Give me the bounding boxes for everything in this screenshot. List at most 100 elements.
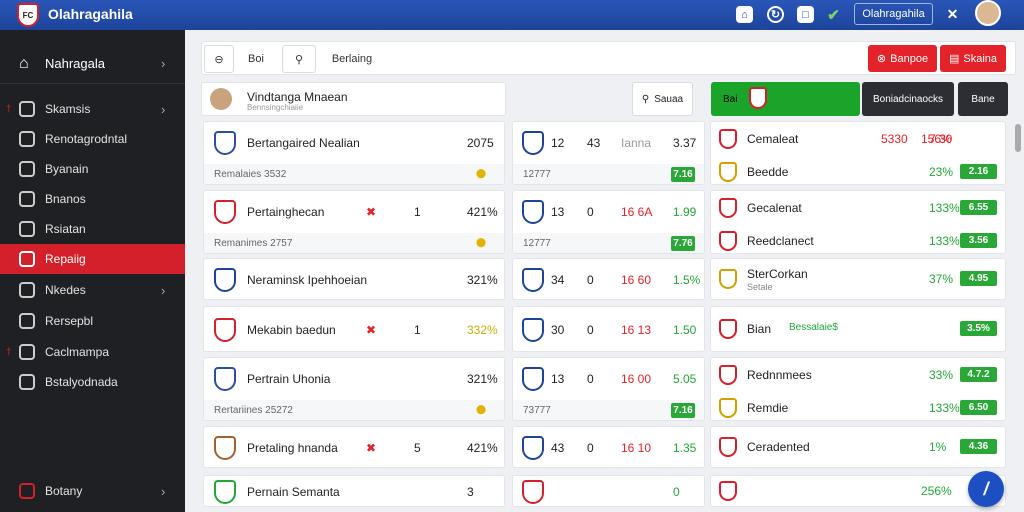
odds-subtext: 73777 [523,405,551,416]
stats-pill[interactable]: 4.7.2 [960,367,997,382]
stats-v3: 133% [929,201,960,215]
stats-row[interactable]: Rednnmees 33% 4.7.2 [711,357,1005,393]
sidebar-footer[interactable]: Botany › [0,476,185,506]
flag-icon: † [6,103,12,115]
account-button[interactable]: Olahragahila [854,3,933,25]
team-row[interactable]: Bertangaired Nealian 2075 [204,122,504,164]
stats-v2: 7.30 [929,132,953,146]
odds-row[interactable]: 12 43 Ianna 3.37 [513,122,704,164]
home-icon[interactable]: ⌂ [736,6,753,23]
team-card-col1[interactable]: Bertangaired Nealian 2075 Remalaies 3532 ⬤ [203,121,505,185]
search-icon: ⚲ [641,93,650,105]
bird-icon[interactable]: ✔ [827,6,840,24]
sidebar-item[interactable]: Bnanos [0,184,185,214]
stats-row[interactable]: Ceradented 1% 4.36 [711,426,1005,468]
sidebar-item[interactable]: Skamsis † › [0,94,185,124]
odds-card[interactable]: 12 43 Ianna 3.37 12777 7.16 [512,121,705,185]
stats-tag: Bessalaie$ [789,322,838,333]
odds-card[interactable]: 13 0 16 00 5.05 73777 7.16 [512,357,705,421]
dark-tab-1[interactable]: Boniadcinaocks [862,82,954,116]
team-card-col1[interactable]: Neraminsk Ipehhoeian 321% [203,258,505,300]
team-row[interactable]: Mekabin baedun 1 ✖ 332% [204,307,504,351]
team-row[interactable]: Pretaling hnanda 5 ✖ 421% [204,427,504,467]
sidebar-item[interactable]: Caclmampa † [0,337,185,367]
stats-pill[interactable]: 4.95 [960,271,997,286]
team-name: Pertrain Uhonia [247,372,331,386]
odds-row[interactable]: 34 0 16 60 1.5% [513,259,704,299]
avatar[interactable] [975,0,1001,26]
action-button-1[interactable]: ⊗ Banpoe [868,45,937,72]
stats-row[interactable]: SterCorkan Setale 37% 4.95 [711,258,1005,300]
stats-pill[interactable]: 3.5% [960,321,997,336]
stats-card[interactable] [710,426,1006,468]
team-row[interactable]: Pertrain Uhonia 321% [204,358,504,400]
search-button[interactable]: ⚲ Sauaa [632,82,693,116]
sidebar-header[interactable]: ⌂ Nahragala › [0,44,185,84]
stats-card[interactable] [710,190,1006,254]
stats-card[interactable] [710,121,1006,185]
team-card-col1[interactable]: Pretaling hnanda 5 ✖ 421% [203,426,505,468]
team-card-col1[interactable]: Pertainghecan 1 ✖ 421% Remanimes 2757 ⬤ [203,190,505,254]
notification-icon[interactable]: □ [797,6,814,23]
top-bar: FC Olahragahila ⌂ ↻ □ ✔ Olahragahila ✕ [0,0,1024,30]
app-logo[interactable]: FC [17,3,39,27]
stats-name: SterCorkan [747,267,808,281]
sidebar-icon [19,374,35,390]
odds-card[interactable]: 13 0 16 6A 1.99 12777 7.76 [512,190,705,254]
stats-pill[interactable]: 6.50 [960,400,997,415]
close-icon[interactable]: ✕ [946,6,959,22]
team-card-col1[interactable]: Mekabin baedun 1 ✖ 332% [203,306,505,352]
stats-pill[interactable]: 4.36 [960,439,997,454]
sidebar-item[interactable]: Nkedes › [0,275,185,305]
team-card-col1[interactable]: Pertrain Uhonia 321% Rertariines 25272 ⬤ [203,357,505,421]
stats-row[interactable]: Beedde 23% 2.16 [711,157,1005,187]
stats-pill[interactable]: 6.55 [960,200,997,215]
stats-pill[interactable]: 3.56 [960,233,997,248]
stats-card[interactable] [710,306,1006,352]
search-input[interactable]: Berlaing [331,53,373,65]
help-button[interactable]: / [968,471,1004,507]
odds-value: 13 [551,372,565,386]
team-card-col1[interactable]: Pernain Semanta 3 [203,475,505,507]
odds-card[interactable]: 0 [512,475,705,507]
odds-row[interactable]: 43 0 16 10 1.35 [513,427,704,467]
sidebar-item[interactable]: Bstalyodnada [0,367,185,397]
stats-card[interactable] [710,475,1006,507]
odds-row[interactable]: 0 [513,476,704,506]
sidebar-item[interactable]: Rsiatan [0,214,185,244]
odds-card[interactable]: 43 0 16 10 1.35 [512,426,705,468]
stats-row[interactable]: Gecalenat 133% 6.55 [711,190,1005,226]
odds-row[interactable]: 30 0 16 13 1.50 [513,307,704,351]
odds-card[interactable]: 30 0 16 13 1.50 [512,306,705,352]
team-row[interactable]: Pertainghecan 1 ✖ 421% [204,191,504,233]
chat-icon[interactable]: ↻ [767,6,784,23]
search-icon[interactable]: ⚲ [282,45,316,73]
odds-pill[interactable]: 7.16 [671,403,695,418]
dark-tab-2[interactable]: Bane [958,82,1008,116]
stats-card[interactable] [710,357,1006,421]
stats-row[interactable]: Cemaleat 5330 7.30 156% [711,121,1005,157]
team-row[interactable]: Neraminsk Ipehhoeian 321% [204,259,504,299]
team-header[interactable]: Vindtanga Mnaean Bennsingchiaiie [201,82,506,116]
sidebar-item[interactable]: Rersepbl [0,306,185,336]
odds-pill[interactable]: 7.76 [671,236,695,251]
stats-row[interactable]: 256% [711,475,1005,507]
green-tab[interactable]: Bai [711,82,860,116]
sidebar-item[interactable]: Renotagrodntal [0,124,185,154]
sidebar-item[interactable]: Byanain [0,154,185,184]
stats-card[interactable] [710,258,1006,300]
stats-pill[interactable]: 2.16 [960,164,997,179]
back-button[interactable]: ⊖ [204,45,234,73]
team-row[interactable]: Pernain Semanta 3 [204,476,504,506]
odds-value: 1.5% [673,273,701,287]
odds-card[interactable]: 34 0 16 60 1.5% [512,258,705,300]
odds-pill[interactable]: 7.16 [671,167,695,182]
odds-row[interactable]: 13 0 16 6A 1.99 [513,191,704,233]
scrollbar[interactable] [1015,124,1021,152]
action-button-2[interactable]: ▤ Skaina [940,45,1006,72]
stats-row[interactable]: Remdie 133% 6.50 [711,393,1005,423]
stats-row[interactable]: Reedclanect 133% 3.56 [711,226,1005,256]
stats-row[interactable]: Bian Bessalaie$ 3.5% [711,306,1005,352]
odds-row[interactable]: 13 0 16 00 5.05 [513,358,704,400]
sidebar-item[interactable]: Repaiig [0,244,185,274]
